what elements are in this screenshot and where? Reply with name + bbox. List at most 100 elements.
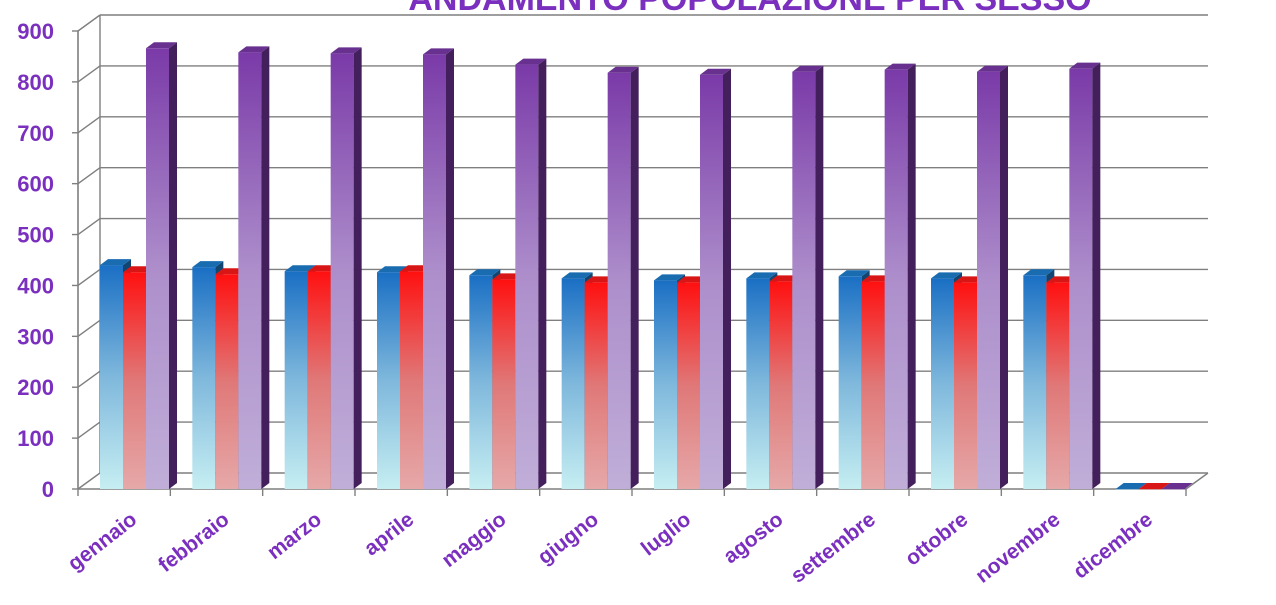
bar-agosto-2 (792, 65, 824, 489)
bar-side (538, 58, 547, 489)
bar-front (192, 267, 216, 489)
bar-front (1069, 68, 1093, 489)
gridline-depth (77, 268, 101, 287)
bar-side (446, 48, 454, 490)
bar-giugno-2 (607, 66, 639, 490)
bar-front (284, 271, 308, 489)
bar-top (377, 266, 408, 273)
bar-marzo-2 (330, 47, 362, 489)
bar-front (123, 272, 146, 489)
bar-dicembre-0 (1115, 483, 1147, 490)
bar-front (1161, 489, 1185, 490)
bar-side (1092, 62, 1101, 489)
x-tick-label: febbraio (154, 508, 233, 577)
x-tick-label: ottobre (901, 508, 972, 571)
bar-front (100, 265, 123, 489)
bar-top (654, 274, 685, 281)
bar-front (1138, 489, 1162, 490)
bar-front (607, 72, 631, 490)
bar-side (723, 68, 731, 490)
bar-top (1161, 483, 1193, 489)
bar-side (907, 63, 916, 489)
bar-front (931, 278, 954, 489)
chart-title: ANDAMENTO POPOLAZIONE PER SESSO (408, 0, 1091, 18)
y-tick-label: 700 (17, 121, 54, 146)
bar-top (192, 261, 224, 268)
bar-front (769, 281, 793, 489)
bar-top (330, 47, 362, 54)
y-tick-label: 500 (17, 223, 54, 248)
bar-febbraio-2 (238, 46, 270, 490)
bar-front (146, 48, 169, 490)
bar-top (469, 269, 501, 276)
y-tick-label: 100 (17, 426, 54, 451)
bar-aprile-2 (423, 48, 454, 490)
bar-dicembre-2 (1161, 483, 1193, 490)
gridline-depth (77, 116, 101, 134)
x-tick-label: giugno (534, 508, 603, 569)
bar-front (307, 271, 331, 489)
bar-front (215, 274, 239, 489)
bar-luglio-2 (700, 68, 731, 490)
bar-dicembre-1 (1138, 483, 1170, 490)
bar-front (792, 71, 816, 489)
bar-side (169, 42, 177, 490)
bar-front (330, 53, 354, 489)
y-tick-label: 800 (17, 70, 54, 95)
bar-front (838, 276, 862, 489)
bar-side (815, 65, 824, 489)
bar-ottobre-2 (977, 65, 1008, 489)
gridline-depth (77, 167, 101, 185)
x-tick-label: settembre (787, 508, 880, 588)
bar-front (746, 278, 770, 489)
x-tick-label: dicembre (1069, 508, 1157, 584)
gridline-depth (77, 65, 101, 83)
gridline-depth (77, 421, 101, 439)
x-tick-label: marzo (263, 508, 326, 564)
x-tick-label: novembre (971, 508, 1064, 588)
bar-front (1046, 282, 1070, 489)
bar-front (654, 280, 677, 489)
bar-top (561, 272, 593, 279)
bar-front (377, 272, 400, 489)
x-tick-label: aprile (360, 508, 418, 561)
bar-front (677, 282, 700, 489)
floor-right-edge (1185, 472, 1209, 490)
bar-top (607, 66, 639, 73)
bar-gennaio-2 (146, 42, 177, 490)
bar-top (746, 272, 778, 279)
bar-front (700, 74, 723, 490)
y-tick-label: 600 (17, 172, 54, 197)
y-tick-label: 200 (17, 375, 54, 400)
bar-top (284, 265, 316, 272)
bar-novembre-2 (1069, 62, 1101, 489)
bar-side (261, 46, 270, 490)
bar-top (792, 65, 824, 72)
bar-front (584, 282, 608, 489)
bar-top (1023, 269, 1055, 276)
bar-front (861, 281, 885, 489)
bar-front (977, 71, 1000, 489)
bar-top (977, 65, 1008, 72)
bar-top (884, 63, 916, 70)
x-tick-label: gennaio (64, 508, 142, 576)
x-tick-label: agosto (719, 508, 787, 569)
x-tick-label: luglio (637, 508, 695, 561)
bar-front (492, 279, 516, 489)
bar-front (423, 54, 446, 490)
bar-side (1000, 65, 1008, 489)
bar-front (238, 52, 262, 490)
bar-top (838, 270, 870, 277)
bar-front (1115, 489, 1139, 490)
bar-top (515, 58, 547, 65)
bar-front (884, 69, 908, 490)
gridline-depth (77, 14, 101, 32)
bar-maggio-2 (515, 58, 547, 489)
bar-front (1023, 275, 1047, 489)
y-tick-label: 400 (17, 273, 54, 298)
bar-settembre-2 (884, 63, 916, 490)
bar-top (146, 42, 177, 49)
bar-top (100, 259, 131, 266)
bar-front (954, 282, 977, 489)
